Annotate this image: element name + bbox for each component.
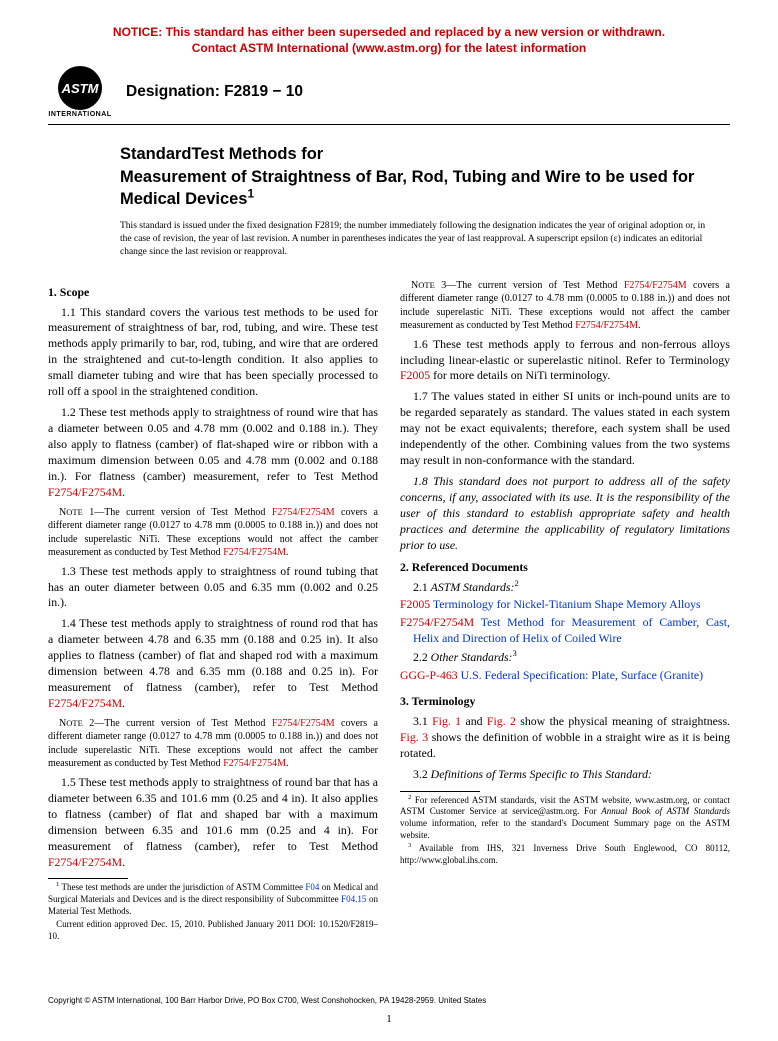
link-fig1[interactable]: Fig. 1 — [432, 714, 461, 728]
link-f2005-1[interactable]: F2005 — [400, 368, 430, 382]
para-1-1: 1.1 This standard covers the various tes… — [48, 305, 378, 401]
notice-line2: Contact ASTM International (www.astm.org… — [192, 41, 586, 55]
ref-f2754: F2754/F2754M Test Method for Measurement… — [413, 615, 730, 647]
ref-ggg: GGG-P-463 U.S. Federal Specification: Pl… — [413, 668, 730, 684]
para-1-4: 1.4 These test methods apply to straight… — [48, 616, 378, 712]
link-ggg-code[interactable]: GGG-P-463 — [400, 668, 458, 682]
para-1-6: 1.6 These test methods apply to ferrous … — [400, 337, 730, 385]
copyright-line: Copyright © ASTM International, 100 Barr… — [48, 996, 486, 1005]
para-1-3: 1.3 These test methods apply to straight… — [48, 564, 378, 612]
para-1-8: 1.8 This standard does not purport to ad… — [400, 474, 730, 554]
footnote-rule-left — [48, 878, 128, 879]
ref-f2005: F2005 Terminology for Nickel-Titanium Sh… — [413, 597, 730, 613]
para-1-2: 1.2 These test methods apply to straight… — [48, 405, 378, 501]
footnote-1: 1 These test methods are under the juris… — [48, 882, 378, 917]
footnote-rule-right — [400, 791, 480, 792]
note-3: NOTE 3—The current version of Test Metho… — [400, 279, 730, 333]
link-f2005-title[interactable]: Terminology for Nickel-Titanium Shape Me… — [433, 597, 701, 611]
right-column: NOTE 3—The current version of Test Metho… — [400, 279, 730, 945]
para-1-5: 1.5 These test methods apply to straight… — [48, 775, 378, 871]
link-f2754-2[interactable]: F2754/F2754M — [48, 696, 122, 710]
link-f2754-3[interactable]: F2754/F2754M — [48, 855, 122, 869]
designation-text: Designation: F2819 − 10 — [126, 83, 303, 101]
para-3-1: 3.1 Fig. 1 and Fig. 2 show the physical … — [400, 714, 730, 762]
supersession-notice: NOTICE: This standard has either been su… — [48, 24, 730, 56]
refdocs-heading: 2. Referenced Documents — [400, 560, 730, 576]
logo-subtext: INTERNATIONAL — [48, 111, 111, 118]
ref-2-1: 2.1 ASTM Standards:2 — [400, 580, 730, 596]
link-f2754-n2a[interactable]: F2754/F2754M — [272, 718, 335, 729]
title-line1: StandardTest Methods for — [120, 145, 323, 163]
title-sup: 1 — [248, 186, 255, 200]
link-f2754-n3b[interactable]: F2754/F2754M — [575, 320, 638, 331]
link-f2754-n3a[interactable]: F2754/F2754M — [624, 280, 687, 291]
link-f2754-n1b[interactable]: F2754/F2754M — [223, 547, 286, 558]
notice-line1: NOTICE: This standard has either been su… — [113, 25, 665, 39]
header-rule — [48, 124, 730, 125]
ref-2-2: 2.2 Other Standards:3 — [400, 650, 730, 666]
title-line2: Measurement of Straightness of Bar, Rod,… — [120, 168, 694, 208]
title-block: StandardTest Methods for Measurement of … — [120, 143, 730, 210]
issuance-note: This standard is issued under the fixed … — [120, 220, 710, 258]
link-fig2[interactable]: Fig. 2 — [487, 714, 516, 728]
footnote-2: 2 For referenced ASTM standards, visit t… — [400, 795, 730, 842]
note-2: NOTE 2—The current version of Test Metho… — [48, 717, 378, 771]
logo-circle: ASTM — [58, 66, 102, 110]
note-1: NOTE 1—The current version of Test Metho… — [48, 506, 378, 560]
link-f04[interactable]: F04 — [305, 882, 319, 892]
scope-heading: 1. Scope — [48, 285, 378, 301]
para-1-7: 1.7 The values stated in either SI units… — [400, 389, 730, 469]
link-f2754-n1a[interactable]: F2754/F2754M — [272, 507, 335, 518]
link-fig3[interactable]: Fig. 3 — [400, 730, 428, 744]
link-ggg-title[interactable]: U.S. Federal Specification: Plate, Surfa… — [461, 668, 703, 682]
page-number: 1 — [0, 1013, 778, 1025]
astm-logo: ASTM INTERNATIONAL — [48, 64, 112, 120]
footnote-3: 3 Available from IHS, 321 Inverness Driv… — [400, 843, 730, 866]
para-3-2: 3.2 Definitions of Terms Specific to Thi… — [400, 767, 730, 783]
link-f2005-code[interactable]: F2005 — [400, 597, 430, 611]
page-container: NOTICE: This standard has either been su… — [0, 0, 778, 1041]
link-f2754-1[interactable]: F2754/F2754M — [48, 485, 122, 499]
two-column-body: 1. Scope 1.1 This standard covers the va… — [48, 279, 730, 945]
header-row: ASTM INTERNATIONAL Designation: F2819 − … — [48, 64, 730, 120]
footnote-1b: Current edition approved Dec. 15, 2010. … — [48, 919, 378, 942]
standard-title: StandardTest Methods for Measurement of … — [120, 143, 730, 210]
link-f0415[interactable]: F04.15 — [341, 894, 366, 904]
left-column: 1. Scope 1.1 This standard covers the va… — [48, 279, 378, 945]
link-f2754-n2b[interactable]: F2754/F2754M — [223, 758, 286, 769]
terminology-heading: 3. Terminology — [400, 694, 730, 710]
link-f2754-code[interactable]: F2754/F2754M — [400, 615, 474, 629]
